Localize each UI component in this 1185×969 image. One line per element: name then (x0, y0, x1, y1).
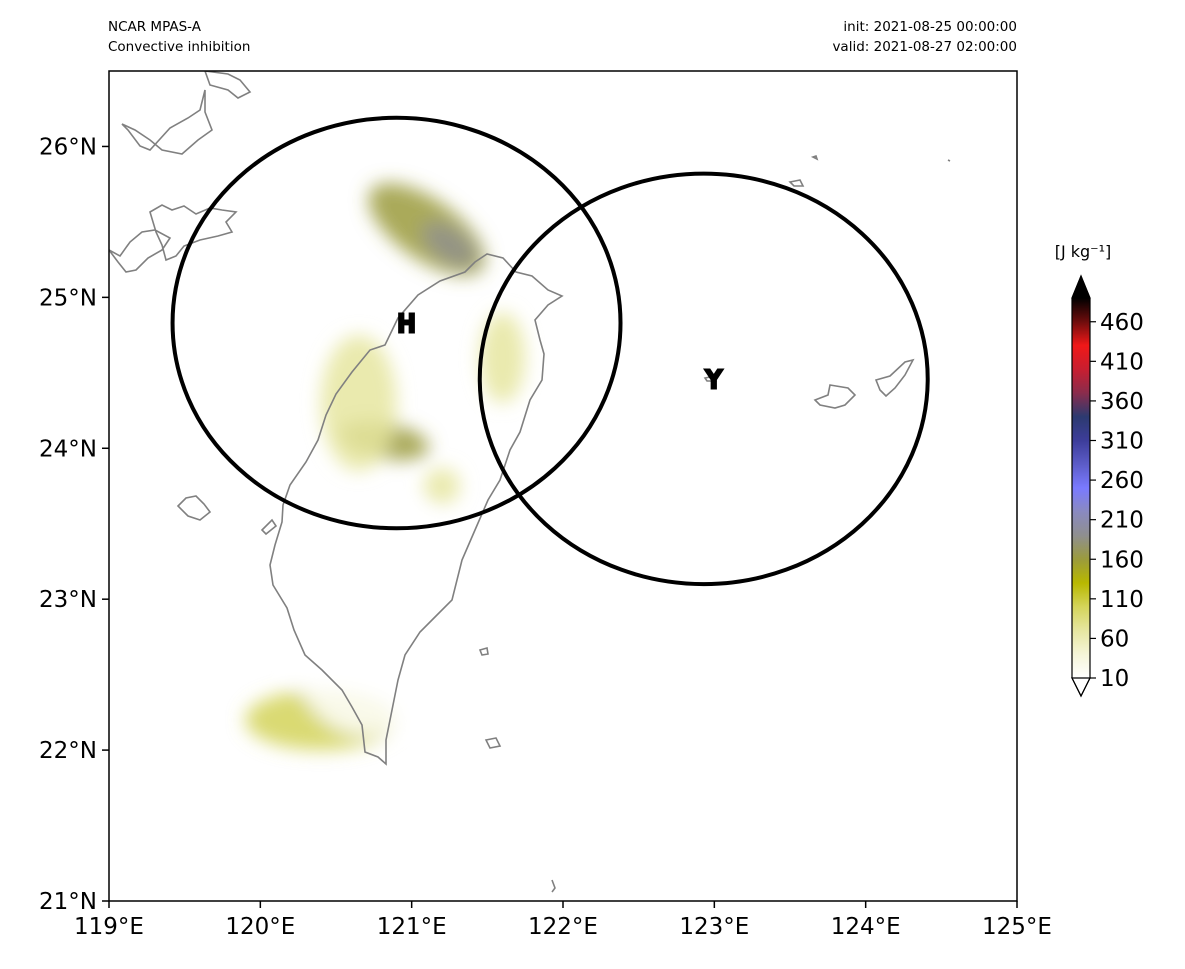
colorbar-tick-label: 60 (1100, 626, 1129, 652)
x-tick-label: 120°E (225, 914, 295, 940)
cin-contour-patch (320, 335, 397, 471)
x-tick-label: 122°E (528, 914, 598, 940)
field-name: Convective inhibition (108, 39, 251, 55)
colorbar-tick-label: 360 (1100, 389, 1144, 415)
small-islets (551, 154, 951, 893)
y-tick-label: 23°N (39, 587, 97, 613)
ishigaki-island (813, 384, 857, 409)
x-tick-label: 119°E (74, 914, 144, 940)
cin-contour-patch (423, 467, 461, 505)
coastlines (109, 71, 951, 893)
colorbar-tick-label: 110 (1100, 587, 1144, 613)
colorbar-tick-label: 460 (1100, 310, 1144, 336)
colorbar-max-extend (1071, 274, 1091, 299)
colorbar-tick-label: 10 (1100, 666, 1129, 692)
x-axis: 119°E 120°E 121°E 122°E 123°E 124°E 125°E (74, 901, 1052, 940)
green-island (478, 646, 489, 656)
orchid-island (484, 737, 502, 749)
y-tick-label: 26°N (39, 134, 97, 160)
radar-circles: HY (170, 115, 930, 587)
colorbar-units: [J kg⁻¹] (1055, 242, 1112, 261)
colorbar-tick-label: 310 (1100, 429, 1144, 455)
y-tick-label: 22°N (39, 738, 97, 764)
taiwan-coastline (269, 253, 564, 766)
cin-contour-patch (423, 223, 476, 266)
plot-background (109, 71, 1017, 901)
y-tick-label: 21°N (39, 889, 97, 915)
miyako-island (874, 358, 915, 398)
colorbar-tick-label: 410 (1100, 349, 1144, 375)
china-coastline-north (121, 71, 252, 155)
colorbar-tick-label: 210 (1100, 508, 1144, 534)
penghu-islands (176, 495, 278, 536)
colorbar-ticks: 10 60 110 160 210 260 310 360 410 460 (1090, 310, 1144, 692)
x-tick-label: 123°E (679, 914, 749, 940)
model-name: NCAR MPAS-A (108, 19, 201, 35)
header-left: NCAR MPAS-A Convective inhibition (108, 17, 250, 57)
plot-content: HY (109, 71, 951, 893)
cin-shading (245, 183, 526, 751)
x-tick-label: 125°E (982, 914, 1052, 940)
valid-time: valid: 2021-08-27 02:00:00 (832, 39, 1017, 55)
colorbar: [J kg⁻¹] 10 60 110 160 210 260 310 360 410 460 (1055, 242, 1144, 698)
x-tick-label: 124°E (831, 914, 901, 940)
init-time: init: 2021-08-25 00:00:00 (843, 19, 1017, 35)
x-tick-label: 121°E (377, 914, 447, 940)
radar-circle (170, 115, 623, 531)
radar-site-label: H (398, 312, 415, 338)
header-right: init: 2021-08-25 00:00:00 valid: 2021-08… (700, 17, 1017, 57)
colorbar-min-extend (1071, 677, 1091, 698)
cin-contour-patch (479, 312, 526, 403)
y-tick-label: 24°N (39, 436, 97, 462)
radar-site-label: Y (706, 367, 722, 393)
colorbar-tick-label: 160 (1100, 547, 1144, 573)
y-tick-label: 25°N (39, 285, 97, 311)
colorbar-tick-label: 260 (1100, 468, 1144, 494)
cin-contour-patch (366, 508, 458, 630)
y-axis: 21°N 22°N 23°N 24°N 25°N 26°N (39, 134, 109, 915)
yonaguni-island (703, 375, 717, 382)
colorbar-body (1072, 298, 1090, 678)
radar-circle (477, 171, 930, 587)
china-coastline-south (109, 204, 238, 273)
